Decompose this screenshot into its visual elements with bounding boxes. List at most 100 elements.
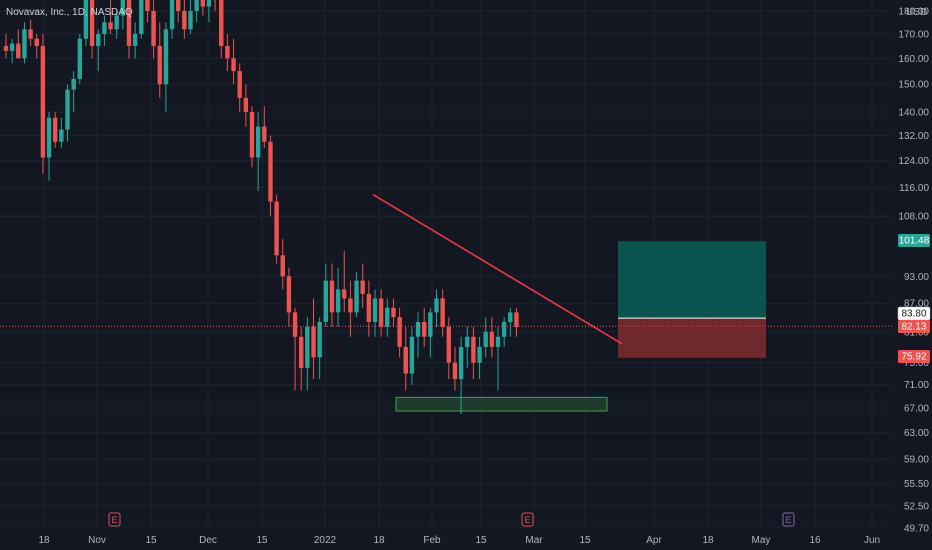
candle-body: [9, 43, 15, 51]
candles: [3, 0, 519, 415]
earnings-marker: [108, 512, 121, 527]
x-tick-label: Mar: [525, 535, 543, 546]
candle-body: [46, 117, 52, 158]
candle-body: [53, 117, 58, 142]
candle-body: [157, 45, 162, 85]
candle-body: [391, 307, 396, 318]
candle-body: [329, 280, 335, 313]
candle-body: [34, 38, 39, 46]
price-tag-bg: [898, 350, 930, 363]
currency-label[interactable]: USD: [906, 7, 927, 18]
candle-body: [206, 0, 212, 7]
candle-body: [354, 280, 359, 313]
support-zone: [395, 396, 608, 412]
candle-body: [483, 331, 488, 347]
earnings-label: E: [785, 515, 791, 525]
x-tick-label: 15: [475, 535, 487, 546]
candle-body: [102, 22, 107, 34]
x-tick-label: 18: [373, 535, 385, 546]
candle-body: [305, 326, 310, 369]
y-tick-label: 71.00: [904, 380, 929, 391]
y-tick-label: 49.70: [904, 524, 929, 535]
candle-body: [385, 307, 390, 327]
y-tick-label: 116.00: [899, 183, 929, 194]
candle-body: [428, 312, 433, 337]
candle-body: [452, 362, 458, 380]
candle-body: [342, 289, 347, 299]
candle-body: [176, 0, 181, 12]
candle-body: [471, 336, 476, 363]
y-tick-label: 160.00: [898, 54, 929, 65]
candle-body: [514, 312, 519, 327]
candle-body: [243, 97, 249, 112]
candle-body: [477, 346, 482, 363]
y-tick-label: 75.00: [904, 358, 929, 369]
candle-body: [508, 312, 513, 322]
trendline: [372, 193, 623, 345]
candle-body: [409, 336, 415, 374]
candle-body: [139, 0, 144, 34]
candle-body: [255, 126, 261, 158]
y-tick-label: 67.00: [904, 404, 929, 415]
candle-body: [219, 0, 224, 46]
price-tag-label: 83.80: [901, 309, 926, 320]
candle-body: [268, 141, 273, 202]
candle-body: [89, 0, 95, 46]
candle-body: [397, 317, 402, 347]
candle-body: [403, 346, 408, 374]
candle-body: [194, 0, 199, 12]
candle-body: [317, 321, 322, 358]
candle-body: [182, 11, 187, 30]
candle-body: [28, 29, 33, 39]
y-tick-label: 132.00: [898, 131, 929, 142]
candle-body: [120, 0, 126, 16]
x-tick-label: 15: [145, 535, 157, 546]
y-tick-label: 59.00: [904, 455, 929, 466]
candle-body: [311, 326, 316, 358]
candle-body: [446, 326, 451, 363]
earnings-label: E: [524, 515, 530, 525]
x-tick-label: 18: [702, 535, 714, 546]
y-tick-label: 93.00: [904, 272, 929, 283]
candle-body: [274, 201, 279, 256]
candle-body: [114, 15, 119, 30]
candle-body: [225, 45, 230, 59]
price-tag-label: 101.48: [899, 236, 930, 247]
candle-body: [3, 45, 9, 51]
candle-body: [372, 298, 378, 322]
candle-body: [280, 255, 285, 277]
y-tick-label: 108.00: [898, 212, 929, 223]
price-tag-bg: [898, 234, 930, 247]
price-axis-bg: [892, 0, 932, 550]
x-tick-label: Apr: [646, 535, 662, 546]
candle-body: [96, 33, 101, 46]
candle-body: [231, 58, 236, 72]
candle-body: [440, 298, 445, 327]
candle-body: [434, 298, 439, 313]
y-tick-label: 180.00: [898, 7, 929, 18]
candle-body: [415, 321, 421, 337]
y-tick-label: 63.00: [904, 428, 929, 439]
loss-zone: [618, 318, 766, 358]
candle-body: [348, 298, 353, 313]
candle-body: [77, 38, 82, 79]
profit-zone: [618, 241, 766, 319]
price-tags: 101.48 83.80 82.13 75.92: [897, 234, 931, 363]
y-tick-label: 87.00: [904, 299, 929, 310]
price-tag-label: 75.92: [901, 352, 926, 363]
candle-body: [145, 0, 150, 12]
earnings-label: E: [111, 515, 117, 525]
earnings-marker: [521, 512, 534, 527]
price-tag-bg: [898, 320, 930, 333]
y-tick-label: 55.50: [904, 479, 929, 490]
time-axis-bg: [0, 528, 932, 550]
candle-body: [200, 0, 205, 7]
x-tick-label: Feb: [423, 535, 441, 546]
candle-body: [71, 78, 76, 90]
x-tick-label: 15: [256, 535, 268, 546]
candle-body: [59, 129, 64, 142]
